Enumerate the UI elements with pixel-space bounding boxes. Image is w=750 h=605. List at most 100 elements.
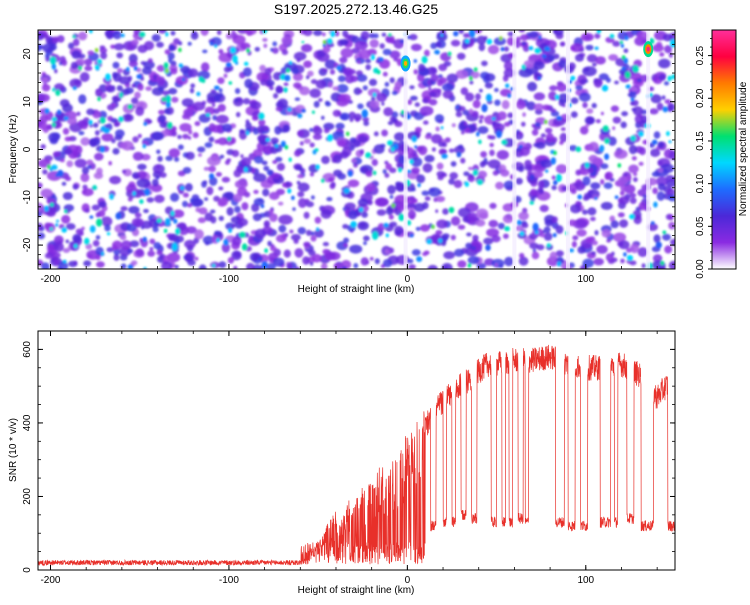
spectrogram-x-tick-label: 100 — [577, 274, 594, 285]
spectrogram-cell — [571, 241, 578, 248]
spectrogram-cell — [314, 229, 324, 238]
spectrogram-cell — [187, 41, 192, 46]
spectrogram-cell — [168, 148, 180, 158]
colorbar-tick-label: 0.05 — [695, 216, 706, 236]
spectrogram-cell — [376, 92, 387, 102]
spectrogram-stripe — [403, 30, 408, 269]
spectrogram-cell-bright — [544, 46, 551, 52]
spectrogram-cell — [133, 30, 141, 36]
spectrogram-cell — [215, 114, 229, 124]
spectrogram-cell — [434, 114, 445, 123]
spectrogram-cell — [137, 44, 148, 54]
spectrogram-cell — [41, 262, 50, 269]
spectrogram-cell — [64, 176, 72, 182]
spectrogram-cell — [182, 192, 189, 198]
spectrogram-cell — [489, 135, 496, 140]
spectrogram-cell — [321, 155, 330, 165]
spectrogram-cell — [254, 155, 264, 164]
spectrogram-cell-bright — [284, 74, 291, 82]
spectrogram-cell — [76, 111, 81, 117]
spectrogram-cell — [664, 99, 672, 104]
spectrogram-cell — [515, 36, 521, 43]
spectrogram-cell — [253, 198, 265, 206]
spectrogram-x-tick-label: 0 — [405, 274, 411, 285]
spectrogram-cell — [468, 108, 474, 115]
spectrogram-cell — [422, 163, 433, 173]
spectrogram-cell — [605, 253, 614, 262]
spectrogram-cell — [384, 249, 390, 254]
spectrogram-cell — [420, 224, 430, 232]
spectrogram-cell-bright — [243, 166, 248, 173]
spectrogram-cell — [472, 99, 481, 109]
spectrogram-cell — [426, 66, 438, 76]
spectrogram-cell — [134, 212, 142, 218]
spectrogram-cell — [104, 224, 111, 232]
spectrogram-cell — [475, 219, 486, 227]
spectrogram-cell-bright — [301, 41, 305, 44]
spectrogram-cell — [133, 188, 143, 198]
spectrogram-cell — [95, 255, 101, 261]
spectrogram-cell — [110, 44, 116, 49]
spectrogram-cell-bright — [655, 241, 662, 249]
spectrogram-cell — [106, 247, 114, 253]
spectrogram-cell-bright — [291, 195, 295, 201]
spectrogram-cell — [40, 122, 49, 131]
spectrogram-cell — [194, 229, 204, 240]
spectrogram-cell — [657, 141, 665, 149]
spectrogram-cell — [353, 263, 359, 269]
spectrogram-cell — [87, 254, 93, 258]
spectrogram-cell — [48, 132, 60, 143]
spectrogram-cell — [357, 89, 363, 94]
spectrogram-cell — [200, 30, 209, 36]
spectrogram-cell — [269, 86, 274, 91]
spectrogram-cell — [201, 100, 207, 105]
spectrogram-cell — [174, 156, 180, 162]
spectrogram-cell-bright — [61, 227, 67, 233]
spectrogram-cell — [484, 82, 493, 89]
spectrogram-cell — [518, 146, 531, 157]
spectrogram-cell — [301, 44, 313, 53]
spectrogram-cell — [227, 257, 235, 264]
spectrogram-cell — [623, 184, 636, 194]
spectrogram-cell — [374, 258, 380, 265]
spectrogram-cell — [387, 184, 396, 195]
spectrogram-cell — [381, 129, 388, 137]
spectrogram-y-tick-label: 0 — [22, 146, 33, 152]
spectrogram-cell-bright — [280, 140, 286, 148]
spectrogram-cell — [151, 178, 159, 187]
spectrogram-cell — [263, 43, 268, 48]
spectrogram-cell — [423, 120, 429, 125]
spectrogram-cell — [150, 184, 163, 193]
spectrogram-cell-bright — [105, 73, 111, 81]
spectrogram-cell — [600, 179, 605, 185]
spectrogram-cell — [371, 158, 378, 167]
colorbar-tick-label: 0.25 — [695, 45, 706, 65]
spectrogram-cell — [316, 49, 326, 58]
spectrogram-cell — [135, 106, 145, 116]
spectrogram-cell — [211, 103, 216, 107]
spectrogram-cell — [411, 167, 420, 174]
spectrogram-cell — [190, 31, 199, 40]
spectrogram-cell-bright — [49, 56, 57, 65]
spectrogram-cell — [143, 208, 149, 214]
spectrogram-cell — [572, 235, 579, 241]
spectrogram-x-label: Height of straight line (km) — [298, 284, 415, 295]
spectrogram-cell — [408, 264, 416, 269]
spectrogram-y-tick-label: 10 — [22, 96, 33, 108]
spectrogram-cell — [292, 207, 296, 212]
spectrogram-cell-bright — [322, 43, 326, 48]
spectrogram-cell-bright — [350, 221, 357, 228]
spectrogram-cell — [111, 103, 117, 107]
spectrogram-cell — [168, 58, 172, 63]
spectrogram-cell — [475, 93, 481, 101]
spectrogram-cell-bright — [504, 226, 510, 232]
spectrogram-cell — [584, 116, 596, 125]
spectrogram-cell — [110, 118, 118, 123]
spectrogram-cell — [333, 262, 342, 269]
spectrogram-cell — [289, 229, 294, 234]
spectrogram-cell — [448, 178, 455, 185]
spectrogram-cell — [98, 110, 108, 120]
spectrogram-cell — [311, 253, 322, 263]
spectrogram-cell-bright — [667, 75, 672, 82]
spectrogram-cell — [211, 124, 223, 133]
